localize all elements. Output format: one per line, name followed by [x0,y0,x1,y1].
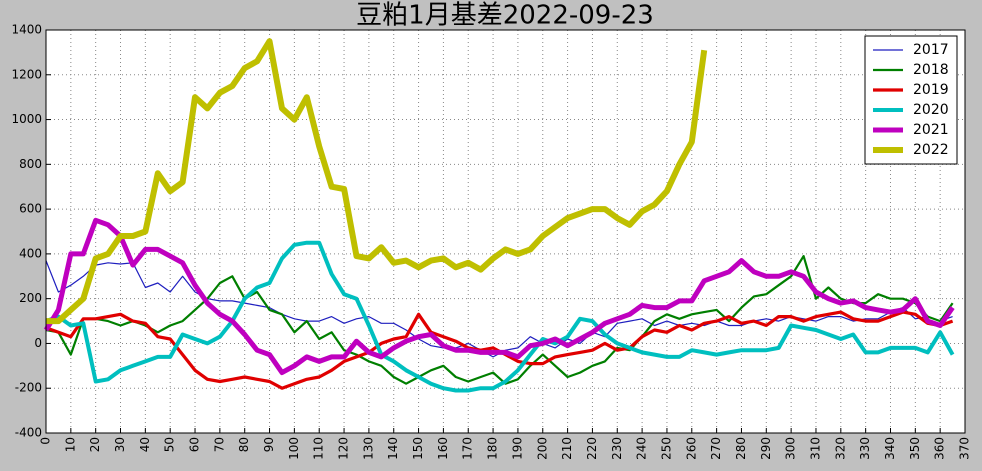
x-tick-label: 210 [560,437,574,460]
x-tick-label: 150 [411,437,425,460]
legend-label: 2020 [913,102,949,118]
x-tick-label: 220 [585,437,599,460]
x-tick-label: 310 [808,437,822,460]
y-tick-label: 800 [19,157,42,171]
y-tick-label: 1000 [11,112,42,126]
x-tick-label: 200 [535,437,549,460]
y-tick-label: -400 [15,426,42,440]
x-tick-label: 300 [784,437,798,460]
x-tick-label: 70 [212,437,226,452]
x-tick-label: 160 [436,437,450,460]
y-tick-label: 1200 [11,67,42,81]
x-tick-label: 360 [933,437,947,460]
y-tick-label: 600 [19,202,42,216]
series-line [45,255,954,385]
y-tick-label: 1400 [11,23,42,37]
x-tick-label: 320 [833,437,847,460]
x-tick-label: 140 [386,437,400,460]
x-tick-label: 120 [337,437,351,460]
legend-label: 2021 [913,122,949,138]
legend-label: 2017 [913,42,949,58]
x-tick-label: 270 [709,437,723,460]
legend-box [864,35,958,165]
x-tick-label: 260 [684,437,698,460]
x-tick-label: 10 [63,437,77,452]
x-tick-label: 190 [510,437,524,460]
legend-label: 2018 [913,62,949,78]
x-tick-label: 230 [610,437,624,460]
x-tick-label: 40 [138,437,152,452]
y-tick-label: 400 [19,246,42,260]
plot-area [46,30,965,433]
y-tick-label: -200 [15,381,42,395]
series-line [46,38,708,325]
x-tick-label: 20 [88,437,102,452]
x-tick-label: 50 [163,437,177,452]
x-tick-label: 170 [461,437,475,460]
x-tick-label: 80 [237,437,251,452]
x-tick-label: 350 [908,437,922,460]
chart-title: 豆粕1月基差2022-09-23 [356,1,654,31]
series-line [43,217,955,376]
x-tick-label: 130 [361,437,375,460]
y-tick-label: 200 [19,291,42,305]
x-tick-label: 250 [659,437,673,460]
x-tick-label: 90 [262,437,276,452]
x-tick-label: 290 [759,437,773,460]
x-tick-label: 60 [188,437,202,452]
x-tick-label: 110 [312,437,326,460]
x-tick-label: 280 [734,437,748,460]
x-tick-label: 330 [858,437,872,460]
x-tick-label: 240 [635,437,649,460]
x-tick-label: 180 [486,437,500,460]
x-tick-label: 340 [883,437,897,460]
x-tick-label: 30 [113,437,127,452]
series-line [45,240,955,393]
plot-frame [45,29,966,434]
x-tick-label: 100 [287,437,301,460]
legend-label: 2022 [913,142,949,158]
legend-label: 2019 [913,82,949,98]
x-tick-label: 370 [958,437,972,460]
x-tick-label: 0 [39,437,53,445]
y-tick-label: 0 [34,336,42,350]
